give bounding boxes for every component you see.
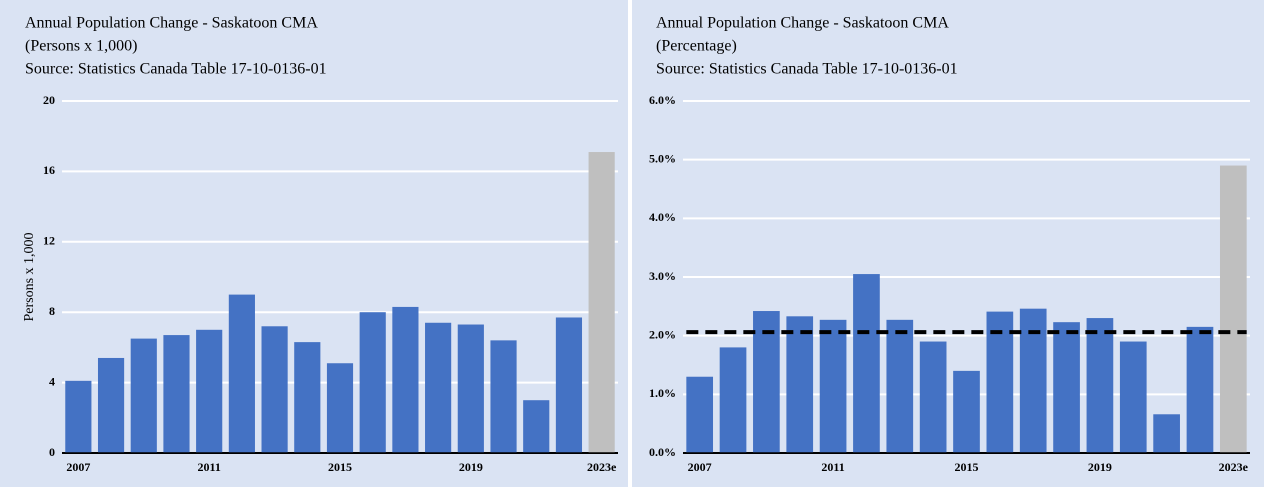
bar bbox=[392, 306, 419, 453]
x-tick-label: 2007 bbox=[688, 460, 712, 474]
bar bbox=[919, 341, 947, 453]
bar bbox=[886, 319, 914, 453]
y-tick-label: 6.0% bbox=[649, 93, 676, 107]
chart-source: Source: Statistics Canada Table 17-10-01… bbox=[25, 61, 327, 78]
y-tick-label: 8 bbox=[49, 304, 55, 318]
y-tick-label: 4 bbox=[49, 374, 55, 388]
y-tick-label: 0 bbox=[49, 445, 55, 459]
x-tick-label: 2023e bbox=[1219, 460, 1249, 474]
x-tick-label: 2019 bbox=[459, 460, 483, 474]
bar bbox=[457, 324, 484, 453]
bar bbox=[1219, 165, 1247, 454]
x-tick-label: 2011 bbox=[198, 460, 221, 474]
y-tick-label: 16 bbox=[43, 163, 55, 177]
bar bbox=[953, 370, 980, 453]
bar bbox=[1153, 414, 1180, 453]
bar bbox=[97, 357, 125, 453]
x-tick-label: 2015 bbox=[955, 460, 979, 474]
bar bbox=[1186, 326, 1214, 453]
bar bbox=[425, 322, 452, 453]
y-tick-label: 0.0% bbox=[649, 445, 676, 459]
bar bbox=[1119, 341, 1147, 453]
y-tick-label: 3.0% bbox=[649, 269, 676, 283]
bar bbox=[1053, 322, 1080, 453]
x-tick-label: 2023e bbox=[587, 460, 617, 474]
bar bbox=[523, 400, 550, 453]
bar bbox=[163, 335, 190, 453]
chart-source: Source: Statistics Canada Table 17-10-01… bbox=[656, 61, 958, 78]
y-tick-label: 2.0% bbox=[649, 327, 676, 341]
x-tick-label: 2011 bbox=[821, 460, 844, 474]
bar bbox=[819, 319, 847, 453]
bar bbox=[588, 152, 615, 454]
y-tick-label: 5.0% bbox=[649, 151, 676, 165]
x-tick-label: 2007 bbox=[66, 460, 90, 474]
bar bbox=[65, 380, 92, 453]
y-tick-label: 20 bbox=[43, 93, 55, 107]
bar bbox=[326, 363, 354, 453]
bar bbox=[1086, 318, 1114, 453]
bar bbox=[490, 340, 517, 453]
x-tick-label: 2019 bbox=[1088, 460, 1112, 474]
chart-title: Annual Population Change - Saskatoon CMA bbox=[656, 15, 949, 32]
bar bbox=[986, 311, 1014, 453]
bar bbox=[853, 274, 880, 453]
bar bbox=[130, 338, 157, 453]
chart-subtitle: (Percentage) bbox=[656, 38, 737, 55]
bar bbox=[294, 342, 321, 453]
x-tick-label: 2015 bbox=[328, 460, 352, 474]
bar bbox=[555, 317, 583, 453]
y-tick-label: 12 bbox=[43, 234, 55, 248]
bar bbox=[228, 294, 255, 453]
y-tick-label: 1.0% bbox=[649, 386, 676, 400]
y-tick-label: 4.0% bbox=[649, 210, 676, 224]
bar bbox=[196, 329, 223, 453]
bar bbox=[686, 376, 714, 453]
y-axis-label: Persons x 1,000 bbox=[22, 232, 37, 321]
bar bbox=[753, 311, 780, 453]
bar bbox=[719, 347, 747, 453]
bar bbox=[359, 312, 386, 453]
chart-subtitle: (Persons x 1,000) bbox=[25, 38, 137, 55]
chart-title: Annual Population Change - Saskatoon CMA bbox=[25, 15, 318, 32]
bar bbox=[261, 326, 288, 453]
bar bbox=[786, 316, 814, 453]
